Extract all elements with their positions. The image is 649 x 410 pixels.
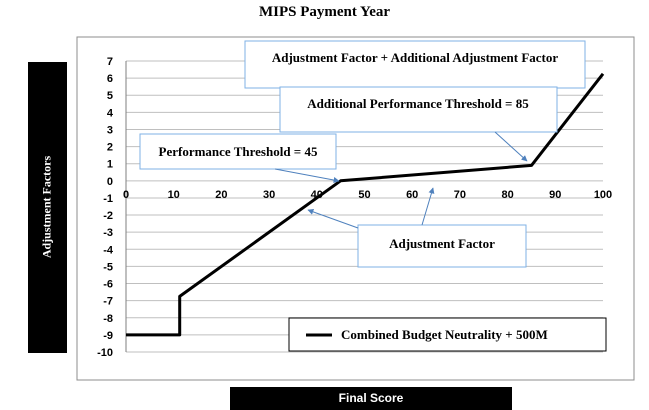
annotation-performance-threshold: Performance Threshold = 45 [159, 144, 318, 159]
y-tick-label: 2 [107, 142, 113, 154]
annotation-arrow [494, 131, 528, 162]
x-tick-label: 70 [454, 189, 466, 201]
y-tick-label: -3 [103, 227, 113, 239]
x-tick-label: 30 [263, 189, 275, 201]
annotation-additional-threshold-box [279, 86, 558, 133]
x-axis-label: Final Score [230, 387, 512, 410]
x-tick-label: 10 [168, 189, 180, 201]
y-tick-label: -6 [103, 279, 113, 291]
annotation-adjustment-factor-box [357, 224, 527, 268]
x-tick-label: 90 [549, 189, 561, 201]
chart-border [76, 36, 635, 381]
annotation-arrow [274, 168, 340, 183]
series-line [126, 72, 605, 337]
x-tick-label: 0 [123, 189, 129, 201]
y-axis-label: Adjustment Factors [39, 155, 54, 259]
y-tick-label: -2 [103, 210, 113, 222]
x-tick-label: 60 [406, 189, 418, 201]
annotation-arrow [307, 209, 359, 229]
x-tick-label: 80 [501, 189, 513, 201]
y-tick-label: -1 [103, 193, 113, 205]
y-tick-label: -5 [103, 261, 113, 273]
y-axis-label-box [28, 62, 67, 353]
legend-box [288, 317, 607, 352]
y-tick-label: 5 [107, 90, 113, 102]
legend-label: Combined Budget Neutrality + 500M [341, 327, 548, 342]
x-tick-label: 40 [311, 189, 323, 201]
y-tick-label: 7 [107, 56, 113, 68]
x-tick-label: 100 [594, 189, 612, 201]
chart-title: MIPS Payment Year [258, 4, 391, 20]
annotation-arrow [421, 187, 435, 226]
y-tick-label: 0 [107, 176, 113, 188]
x-tick-label: 20 [215, 189, 227, 201]
y-tick-label: 1 [107, 159, 113, 171]
annotation-additional-threshold: Additional Performance Threshold = 85 [307, 96, 529, 111]
y-tick-label: -10 [97, 347, 113, 359]
y-tick-label: 4 [107, 107, 114, 119]
y-tick-label: 6 [107, 73, 113, 85]
y-tick-label: -9 [103, 330, 113, 342]
annotation-performance-threshold-box [139, 133, 337, 170]
y-tick-label: -8 [103, 313, 113, 325]
y-tick-label: -4 [103, 244, 114, 256]
y-tick-label: -7 [103, 296, 113, 308]
annotation-adjustment-factor: Adjustment Factor [389, 236, 495, 251]
y-tick-label: 3 [107, 124, 113, 136]
annotation-adjustment-plus-additional: Adjustment Factor + Additional Adjustmen… [272, 50, 559, 65]
x-tick-label: 50 [358, 189, 370, 201]
